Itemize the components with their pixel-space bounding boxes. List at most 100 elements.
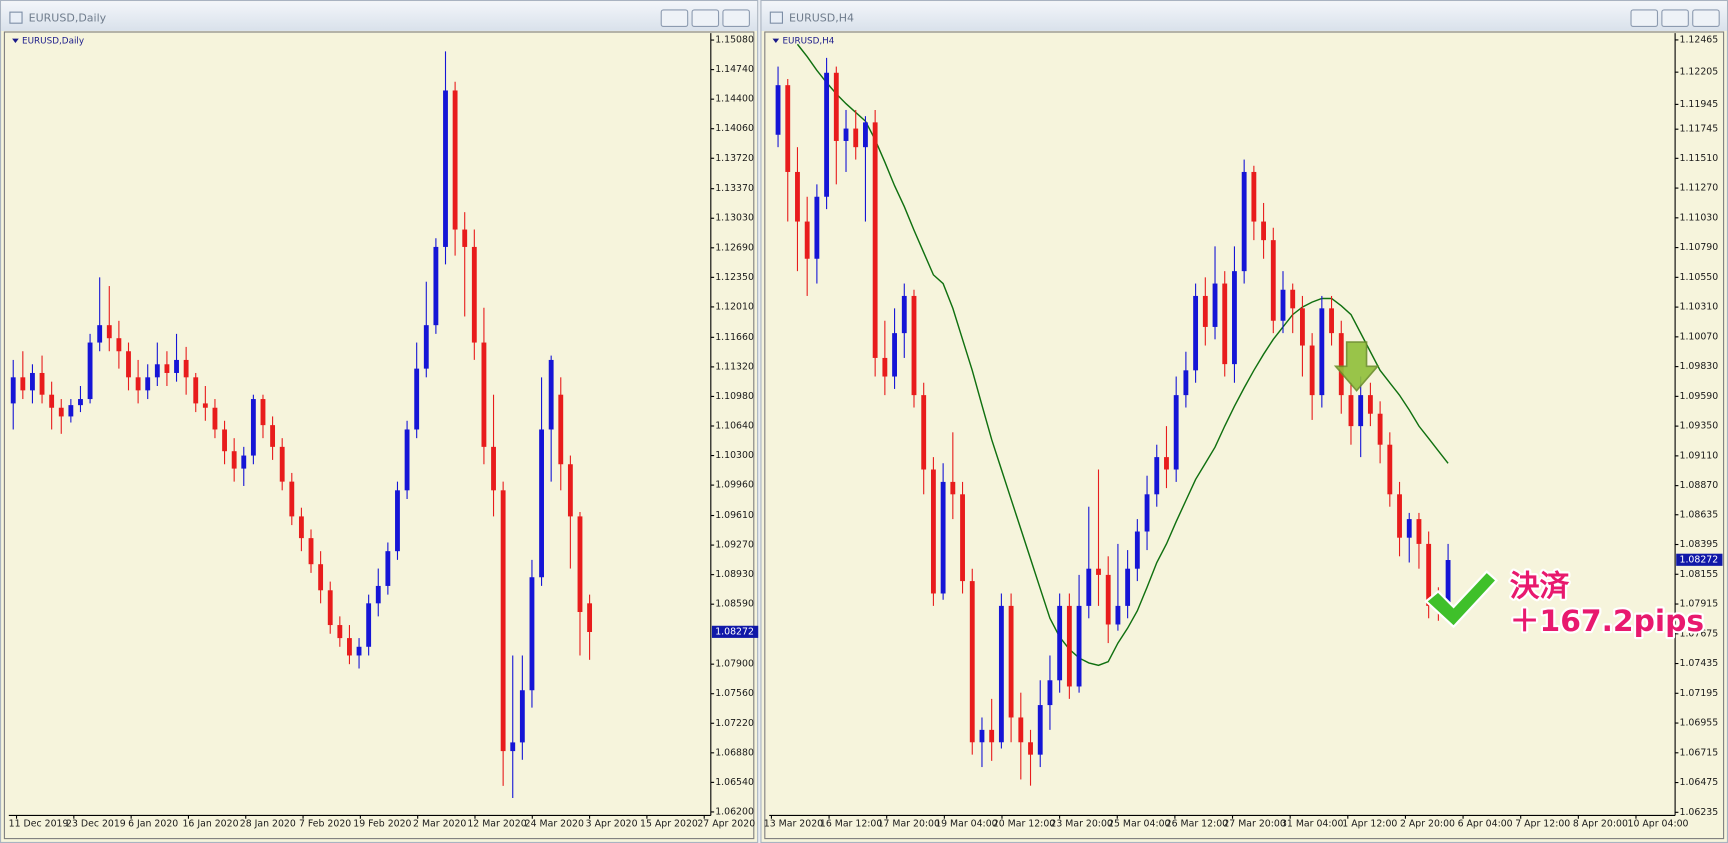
candle-body — [804, 221, 810, 259]
x-tick-label: 7 Apr 12:00 — [1515, 818, 1570, 829]
y-tick-label: 1.11510 — [1680, 153, 1719, 164]
candle-body — [193, 377, 199, 404]
candle-body — [1222, 283, 1228, 365]
chart-area — [764, 31, 1725, 840]
x-tick-label: 31 Mar 04:00 — [1281, 818, 1343, 829]
y-tick-label: 1.14060 — [715, 123, 754, 134]
candle-body — [1115, 605, 1121, 625]
y-tick-label: 1.12690 — [715, 242, 754, 253]
candle-body — [366, 603, 372, 647]
candle-body — [145, 377, 151, 391]
x-tick-label: 23 Dec 2019 — [66, 818, 126, 829]
candle-body — [1105, 574, 1111, 625]
candle-body — [519, 690, 525, 743]
x-tick-label: 8 Apr 20:00 — [1573, 818, 1628, 829]
candle-body — [308, 538, 314, 565]
candle-body — [423, 325, 429, 369]
y-tick-label: 1.07900 — [715, 659, 754, 670]
x-tick-label: 16 Mar 12:00 — [820, 818, 882, 829]
x-tick-label: 6 Jan 2020 — [128, 818, 178, 829]
candle-body — [39, 372, 45, 395]
candle-body — [1232, 271, 1237, 365]
close-button[interactable] — [1692, 9, 1720, 28]
candle-body — [491, 446, 496, 491]
candle-body — [998, 605, 1004, 743]
candle-body — [950, 481, 956, 495]
candle-body — [843, 128, 849, 141]
candle-body — [164, 364, 170, 373]
x-tick-label: 1 Apr 12:00 — [1342, 818, 1397, 829]
candle-body — [1348, 395, 1354, 427]
candle-body — [558, 394, 564, 465]
candle-body — [231, 451, 237, 469]
candle-body — [462, 229, 468, 247]
candle-body — [1319, 308, 1325, 396]
current-price-box — [1676, 553, 1723, 566]
candle-body — [882, 357, 888, 377]
candle-body — [183, 359, 189, 378]
y-tick-label: 1.10300 — [715, 450, 754, 461]
window-icon — [9, 11, 23, 24]
candle-body — [814, 196, 820, 259]
candle-body — [824, 72, 830, 197]
candle-body — [212, 407, 218, 430]
candle-body — [241, 455, 247, 469]
y-tick-label: 1.06200 — [715, 806, 754, 817]
candle-body — [1183, 370, 1189, 396]
candle-body — [1066, 605, 1072, 687]
y-tick-label: 1.08590 — [715, 599, 754, 610]
candle-body — [1406, 519, 1412, 538]
y-tick-label: 1.11030 — [1680, 212, 1719, 223]
y-tick-label: 1.07915 — [1680, 599, 1719, 610]
y-tick-label: 1.09110 — [1680, 450, 1719, 461]
candle-body — [279, 446, 285, 482]
candle-body — [318, 564, 324, 591]
x-tick-label: 28 Jan 2020 — [240, 818, 296, 829]
minimize-button[interactable] — [660, 9, 689, 28]
y-tick-label: 1.12350 — [715, 272, 754, 283]
y-tick-label: 1.10640 — [715, 420, 754, 431]
y-tick-label: 1.13370 — [715, 183, 754, 194]
y-tick-label: 1.09590 — [1680, 391, 1719, 402]
x-tick-label: 27 Mar 20:00 — [1223, 818, 1285, 829]
candle-body — [853, 128, 859, 148]
symbol-marker — [12, 38, 19, 44]
x-tick-label: 16 Jan 2020 — [182, 818, 238, 829]
candle-body — [1144, 494, 1150, 532]
y-tick-label: 1.10550 — [1680, 272, 1719, 283]
x-tick-label: 12 Mar 2020 — [467, 818, 526, 829]
candle-body — [154, 364, 160, 378]
y-tick-label: 1.07195 — [1680, 688, 1719, 699]
chart-area — [3, 31, 755, 840]
y-tick-label: 1.08635 — [1680, 509, 1719, 520]
x-tick-label: 27 Apr 2020 — [697, 818, 755, 829]
minimize-button[interactable] — [1630, 9, 1659, 28]
candle-body — [539, 429, 544, 578]
annotation: ＋167.2pips — [1510, 604, 1704, 639]
y-tick-label: 1.12465 — [1680, 34, 1719, 45]
y-tick-label: 1.08155 — [1680, 569, 1719, 580]
x-tick-label: 3 Apr 2020 — [586, 818, 638, 829]
x-tick-label: 26 Mar 12:00 — [1166, 818, 1228, 829]
candle-body — [1076, 605, 1082, 687]
candle-body — [1212, 283, 1218, 327]
candle-body — [1358, 395, 1364, 427]
candle-body — [289, 481, 295, 517]
maximize-button[interactable] — [1661, 9, 1689, 28]
candle-body — [202, 403, 208, 408]
candle-body — [500, 490, 506, 752]
x-tick-label: 7 Feb 2020 — [299, 818, 351, 829]
candle-body — [529, 577, 535, 691]
y-tick-label: 1.08930 — [715, 569, 754, 580]
candle-body — [1241, 171, 1247, 272]
y-tick-label: 1.06955 — [1680, 718, 1719, 729]
y-tick-label: 1.09270 — [715, 540, 754, 551]
y-tick-label: 1.12205 — [1680, 67, 1719, 78]
y-tick-label: 1.15080 — [715, 35, 754, 46]
close-button[interactable] — [722, 9, 750, 28]
candle-body — [785, 85, 791, 172]
candle-body — [10, 377, 16, 404]
maximize-button[interactable] — [691, 9, 720, 28]
y-tick-label: 1.11320 — [715, 361, 754, 372]
